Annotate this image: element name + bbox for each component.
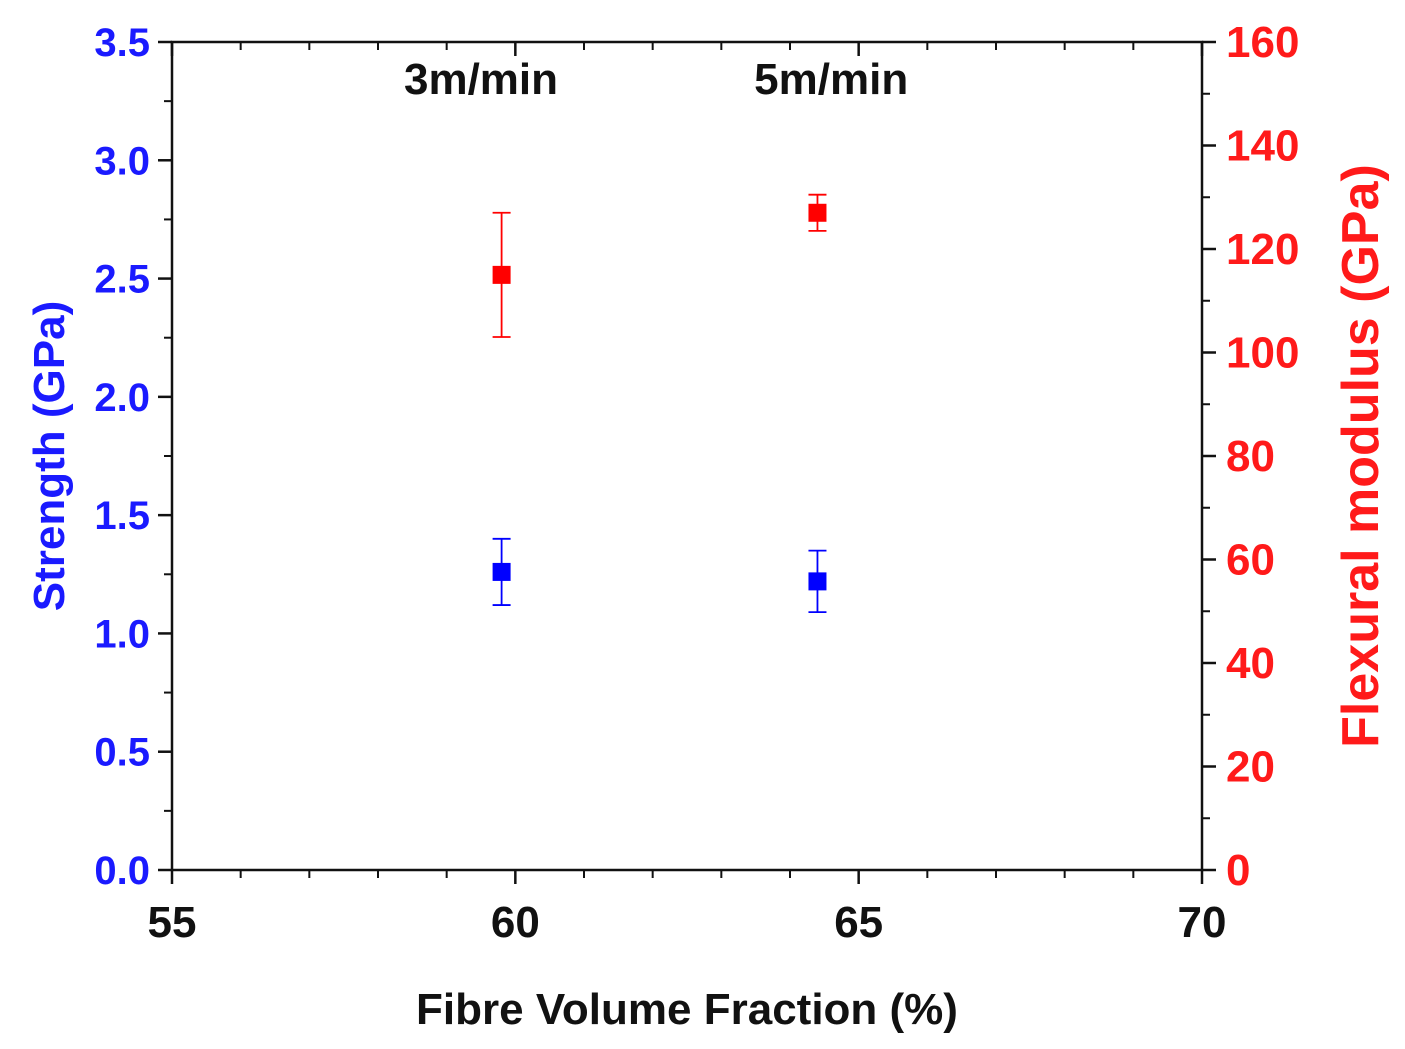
y-tick-label-left: 1.0: [94, 612, 150, 656]
chart-marks: 3m/min 5m/min: [404, 55, 908, 614]
y-tick-label-left: 2.0: [94, 376, 150, 420]
y-tick-label-left: 2.5: [94, 258, 150, 302]
y-tick-label-right: 100: [1226, 329, 1299, 378]
y-tick-label-left: 3.0: [94, 139, 150, 183]
flexural-modulus-point: [492, 265, 511, 284]
y-tick-label-right: 80: [1226, 432, 1275, 481]
y-tick-label-right: 40: [1226, 639, 1275, 688]
annotation-label: 3m/min: [404, 55, 558, 104]
y-tick-label-left: 1.5: [94, 494, 150, 538]
y-axis-right-label: Flexural modulus (GPa): [1332, 164, 1390, 748]
y-tick-label-right: 0: [1226, 846, 1250, 895]
y-axis-left-label: Strength (GPa): [25, 301, 74, 611]
x-tick-label: 70: [1178, 898, 1227, 947]
y-tick-label-left: 3.5: [94, 21, 150, 65]
strength-point: [492, 562, 511, 581]
y-tick-label-right: 140: [1226, 122, 1299, 171]
axes: 55 60 65 70 0.0 0.5 1.0 1.5 2.0 2.5 3.0 3.5 0 20 40 60 8…: [94, 18, 1299, 947]
strength-point: [808, 572, 827, 591]
x-tick-label: 65: [834, 898, 883, 947]
y-tick-label-right: 120: [1226, 225, 1299, 274]
y-tick-label-right: 60: [1226, 536, 1275, 585]
y-tick-label-left: 0.0: [94, 849, 150, 893]
y-tick-label-right: 160: [1226, 18, 1299, 67]
y-tick-label-right: 20: [1226, 743, 1275, 792]
plot-area: [170, 40, 1204, 872]
flexural-modulus-point: [808, 203, 827, 222]
annotation-label: 5m/min: [754, 55, 908, 104]
x-tick-label: 55: [148, 898, 197, 947]
x-tick-label: 60: [491, 898, 540, 947]
y-tick-label-left: 0.5: [94, 731, 150, 775]
x-axis-label: Fibre Volume Fraction (%): [416, 985, 958, 1034]
